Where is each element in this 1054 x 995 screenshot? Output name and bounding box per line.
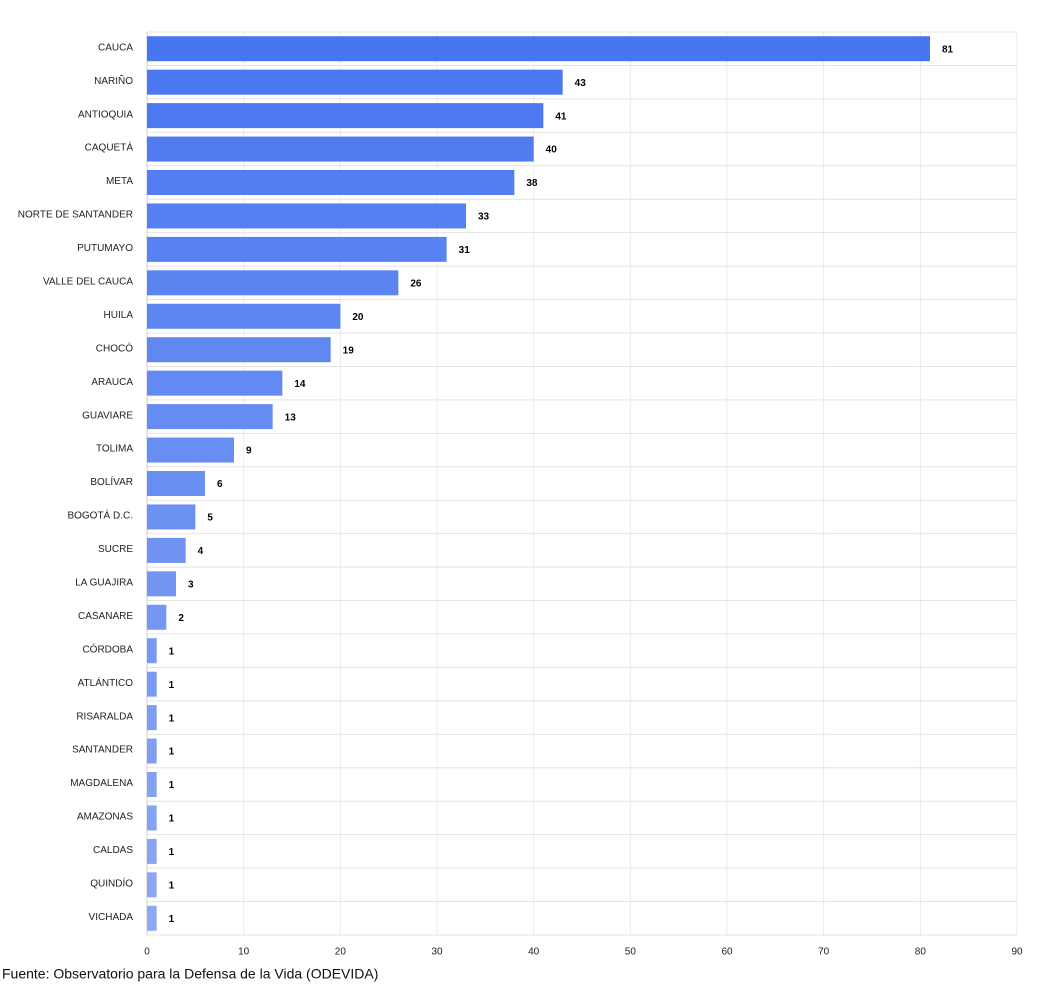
y-tick-label: LA GUAJIRA (75, 577, 133, 588)
x-tick-label: 90 (1011, 947, 1023, 958)
value-label: 5 (207, 513, 213, 524)
y-tick-label: VALLE DEL CAUCA (43, 276, 133, 287)
y-tick-label: BOLÍVAR (90, 475, 133, 488)
x-tick-label: 40 (528, 947, 540, 958)
y-tick-label: CÓRDOBA (82, 642, 133, 655)
x-tick-label: 80 (915, 947, 927, 958)
value-label: 6 (217, 479, 223, 490)
x-tick-label: 60 (721, 947, 733, 958)
bar (147, 504, 196, 530)
value-label: 14 (294, 379, 306, 390)
value-label: 1 (169, 780, 175, 791)
y-tick-label: CHOCÓ (96, 341, 133, 354)
value-label: 1 (169, 880, 175, 891)
bar (147, 404, 273, 430)
y-tick-label: BOGOTÁ D.C. (67, 509, 133, 522)
x-tick-label: 10 (238, 947, 250, 958)
value-label: 20 (352, 312, 364, 323)
y-tick-label: QUINDÍO (90, 876, 133, 889)
y-tick-label: ATLÁNTICO (78, 676, 134, 689)
y-tick-label: ANTIOQUIA (78, 109, 133, 120)
bar (147, 69, 563, 95)
bar (147, 537, 186, 563)
bar (147, 303, 341, 329)
bar (147, 604, 167, 630)
value-label: 33 (478, 212, 490, 223)
value-label: 1 (169, 680, 175, 691)
bar (147, 337, 331, 363)
bar (147, 671, 157, 697)
value-label: 41 (555, 111, 567, 122)
bar (147, 805, 157, 831)
value-label: 1 (169, 814, 175, 825)
value-label: 1 (169, 914, 175, 925)
bar (147, 170, 515, 195)
value-label: 9 (246, 446, 252, 457)
y-tick-label: AMAZONAS (77, 812, 133, 823)
y-tick-label: CALDAS (93, 845, 133, 856)
bar (147, 872, 157, 898)
value-label: 40 (546, 145, 558, 156)
y-tick-label: MAGDALENA (70, 778, 133, 789)
bar (147, 103, 544, 129)
x-tick-label: 20 (335, 947, 347, 958)
y-tick-label: NORTE DE SANTANDER (18, 210, 133, 221)
bar (147, 905, 157, 931)
value-label: 38 (526, 178, 538, 189)
y-tick-label: TOLIMA (96, 444, 133, 455)
y-tick-label: NARIÑO (94, 74, 133, 87)
y-tick-label: CASANARE (78, 611, 133, 622)
value-label: 1 (169, 713, 175, 724)
bar (147, 838, 157, 864)
bar (147, 772, 157, 797)
value-label: 13 (285, 412, 297, 423)
value-label: 1 (169, 747, 175, 758)
value-label: 1 (169, 847, 175, 858)
bar (147, 571, 176, 597)
value-label: 26 (410, 278, 422, 289)
y-tick-label: ARAUCA (91, 377, 133, 388)
bar (147, 370, 283, 396)
value-label: 19 (343, 345, 355, 356)
bar (147, 705, 157, 731)
y-tick-label: VICHADA (89, 912, 134, 923)
y-tick-label: HUILA (104, 310, 134, 321)
bar (147, 638, 157, 664)
y-tick-label: SUCRE (98, 544, 133, 555)
value-label: 2 (178, 613, 184, 624)
source-note: Fuente: Observatorio para la Defensa de … (2, 966, 378, 982)
bar (147, 471, 205, 496)
value-label: 31 (459, 245, 471, 256)
y-tick-label: META (106, 176, 133, 187)
y-tick-label: PUTUMAYO (77, 243, 133, 254)
y-tick-label: SANTANDER (72, 745, 133, 756)
y-tick-label: CAUCA (98, 42, 133, 53)
value-label: 4 (198, 546, 204, 557)
y-tick-label: GUAVIARE (82, 410, 133, 421)
x-tick-label: 0 (144, 947, 150, 958)
x-tick-label: 50 (625, 947, 637, 958)
x-tick-label: 30 (431, 947, 443, 958)
value-label: 3 (188, 579, 194, 590)
y-tick-label: RISARALDA (76, 711, 133, 722)
value-label: 43 (575, 78, 587, 89)
bar (147, 437, 234, 463)
y-tick-label: CAQUETÁ (85, 141, 134, 154)
bar (147, 270, 399, 296)
x-tick-label: 70 (818, 947, 830, 958)
value-label: 1 (169, 646, 175, 657)
bar (147, 236, 447, 262)
bar (147, 36, 930, 62)
bar (147, 136, 534, 162)
value-label: 81 (942, 44, 954, 55)
bar (147, 203, 466, 229)
bar (147, 738, 157, 764)
